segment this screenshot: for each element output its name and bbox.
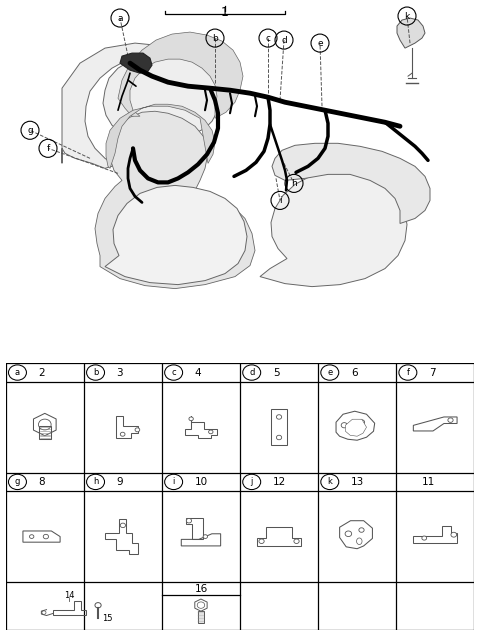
Text: c: c (171, 368, 176, 377)
Text: 9: 9 (117, 477, 123, 487)
Text: 13: 13 (351, 477, 364, 487)
Text: b: b (212, 34, 218, 43)
Circle shape (294, 539, 299, 544)
Text: c: c (265, 34, 271, 43)
Circle shape (135, 428, 140, 432)
Circle shape (359, 528, 364, 532)
Text: 8: 8 (38, 477, 45, 487)
Circle shape (209, 430, 213, 434)
Circle shape (203, 535, 207, 538)
Circle shape (189, 417, 193, 421)
Circle shape (345, 531, 352, 537)
Text: a: a (117, 13, 123, 22)
Text: 14: 14 (63, 591, 74, 600)
Text: 16: 16 (194, 584, 207, 594)
Circle shape (359, 420, 365, 425)
Polygon shape (118, 32, 243, 118)
Circle shape (120, 523, 125, 528)
Polygon shape (260, 172, 407, 286)
Circle shape (120, 432, 125, 436)
Text: 15: 15 (102, 614, 113, 623)
Text: e: e (327, 368, 333, 377)
Polygon shape (397, 18, 425, 48)
Text: 4: 4 (195, 368, 201, 378)
Text: 11: 11 (422, 477, 435, 487)
Text: d: d (281, 36, 287, 44)
Text: f: f (47, 144, 49, 153)
Polygon shape (95, 111, 255, 289)
Text: h: h (291, 179, 297, 188)
Text: 7: 7 (429, 368, 435, 378)
Text: 5: 5 (273, 368, 279, 378)
Text: 2: 2 (38, 368, 45, 378)
Polygon shape (62, 43, 220, 168)
Text: f: f (407, 368, 409, 377)
Text: k: k (404, 11, 409, 20)
Circle shape (276, 435, 282, 439)
Circle shape (43, 534, 48, 539)
Text: e: e (317, 39, 323, 48)
Polygon shape (346, 419, 367, 436)
Text: h: h (93, 478, 98, 486)
Text: g: g (15, 478, 20, 486)
Text: 6: 6 (351, 368, 358, 378)
Text: a: a (15, 368, 20, 377)
Circle shape (451, 532, 456, 537)
Text: j: j (251, 478, 253, 486)
Text: d: d (249, 368, 254, 377)
Polygon shape (105, 185, 247, 284)
Circle shape (186, 518, 192, 523)
Circle shape (341, 423, 348, 428)
Text: 1: 1 (221, 6, 229, 19)
Text: 3: 3 (117, 368, 123, 378)
Circle shape (448, 418, 453, 422)
Text: i: i (279, 196, 281, 205)
Text: 10: 10 (195, 477, 208, 487)
Polygon shape (272, 144, 430, 224)
Polygon shape (120, 53, 152, 73)
Circle shape (276, 415, 282, 419)
Text: g: g (27, 126, 33, 135)
Circle shape (29, 535, 34, 538)
Polygon shape (106, 104, 215, 168)
Text: b: b (93, 368, 98, 377)
Text: 12: 12 (273, 477, 286, 487)
Text: i: i (172, 478, 175, 486)
Circle shape (422, 536, 427, 540)
Circle shape (259, 539, 264, 544)
Text: k: k (327, 478, 332, 486)
